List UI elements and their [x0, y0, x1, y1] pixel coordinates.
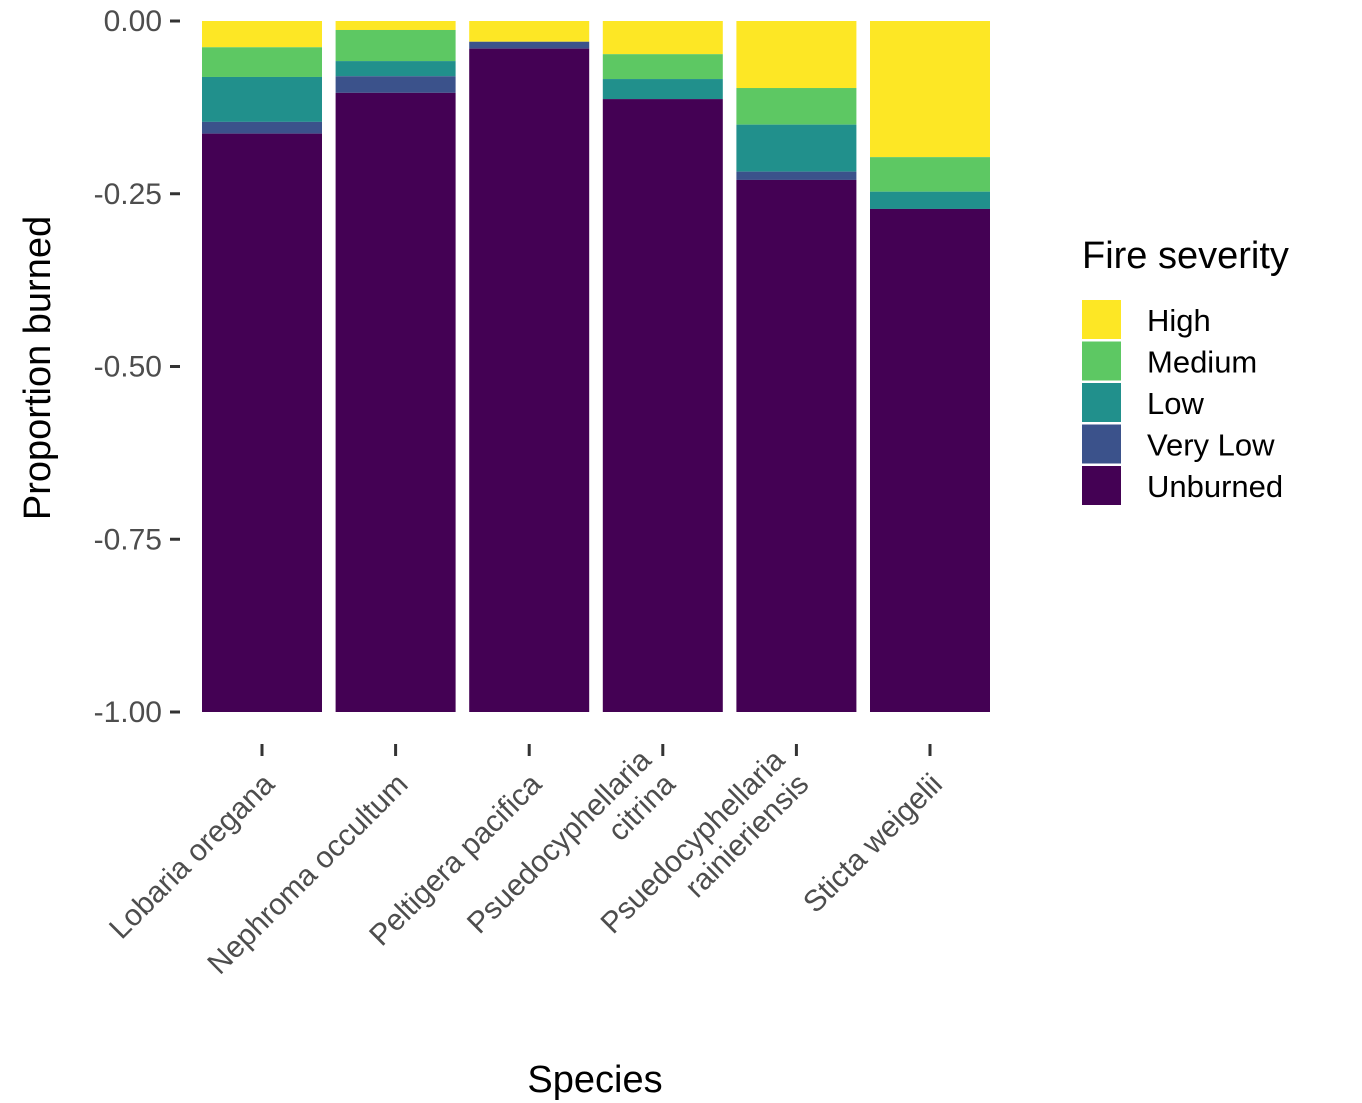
y-axis-title: Proportion burned: [17, 216, 59, 520]
bar-segment-very-low-5: [736, 171, 857, 180]
y-tick-label: 0.00: [104, 5, 162, 38]
bars-group: [202, 21, 990, 712]
legend-key-very-low: [1082, 424, 1121, 464]
y-tick-label: -0.75: [94, 523, 162, 556]
bar-segment-low-6: [870, 191, 990, 209]
bar-segment-low-1: [202, 76, 322, 122]
y-tick-label: -0.50: [94, 351, 162, 384]
x-tick-label: Psuedocyphellariacitrina: [461, 743, 682, 964]
y-tick-label: -0.25: [94, 178, 162, 211]
legend-key-high: [1082, 300, 1121, 339]
bar-segment-high-6: [870, 21, 990, 158]
bar-segment-very-low-3: [469, 41, 590, 49]
legend: Fire severity High Medium Low Very Low Unbur…: [1082, 235, 1289, 505]
bar-segment-low-5: [736, 124, 857, 172]
legend-key-low: [1082, 383, 1121, 422]
legend-label: Very Low: [1147, 428, 1275, 463]
bar-segment-medium-1: [202, 47, 322, 77]
bar-segment-unburned-4: [602, 99, 723, 712]
bar-segment-unburned-6: [870, 208, 990, 712]
legend-key-unburned: [1082, 466, 1121, 505]
bar-segment-medium-5: [736, 88, 857, 125]
y-tick-label: -1.00: [94, 696, 162, 729]
bar-segment-high-4: [602, 21, 723, 55]
legend-label: High: [1147, 303, 1211, 338]
y-axis: 0.00 -0.25 -0.50 -0.75 -1.00: [94, 5, 180, 729]
x-axis-title: Species: [527, 1059, 662, 1101]
bar-segment-low-2: [335, 61, 456, 77]
bar-segment-unburned-2: [335, 92, 456, 712]
bar-segment-medium-2: [335, 29, 456, 62]
bar-segment-high-3: [469, 21, 590, 42]
bar-segment-low-4: [602, 79, 723, 100]
bar-segment-high-2: [335, 21, 456, 30]
legend-title: Fire severity: [1082, 235, 1289, 277]
bar-segment-high-1: [202, 21, 322, 48]
bar-segment-very-low-1: [202, 121, 322, 134]
legend-label: Unburned: [1147, 469, 1283, 504]
bar-segment-unburned-5: [736, 179, 857, 712]
legend-label: Medium: [1147, 345, 1257, 380]
legend-key-medium: [1082, 341, 1121, 381]
bar-segment-very-low-2: [335, 76, 456, 93]
bar-segment-unburned-1: [202, 133, 322, 712]
bar-segment-medium-6: [870, 157, 990, 192]
bar-segment-unburned-3: [469, 48, 590, 712]
bar-segment-medium-4: [602, 54, 723, 80]
bar-segment-high-5: [736, 21, 857, 89]
legend-label: Low: [1147, 386, 1204, 421]
x-tick-label: Sticta weigelii: [797, 768, 949, 920]
